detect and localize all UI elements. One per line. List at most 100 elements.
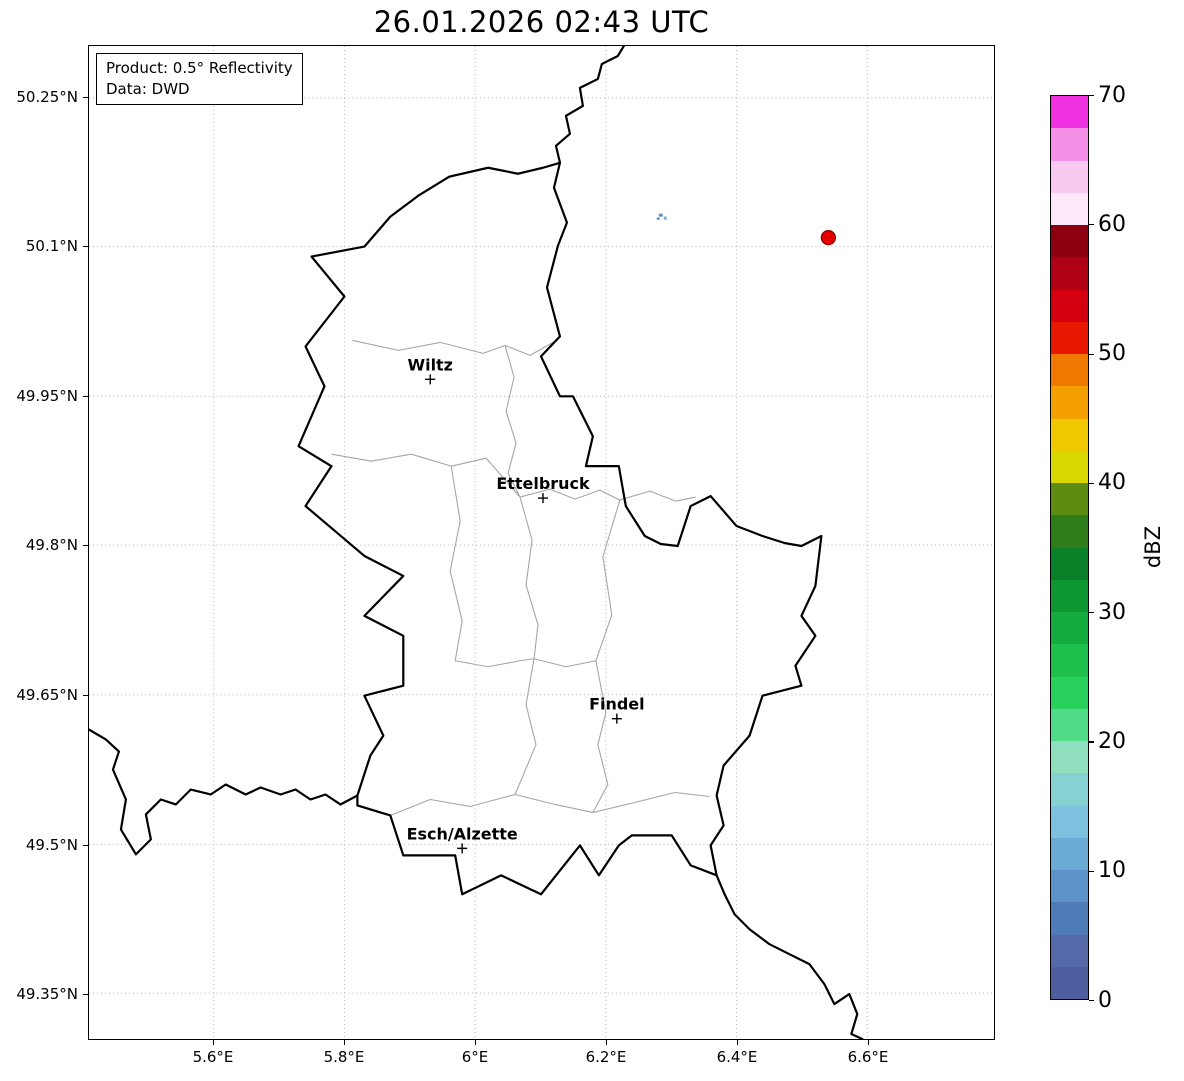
x-tick-mark (475, 1040, 477, 1045)
map-canvas: Wiltz Ettelbruck Findel Esch/Alzette (89, 46, 994, 1039)
y-tick-label: 49.95°N (16, 387, 78, 405)
colorbar-segment (1051, 902, 1088, 935)
colorbar-tick-mark (1089, 353, 1094, 355)
colorbar-segment (1051, 160, 1088, 193)
x-tick-label: 5.6°E (192, 1048, 234, 1066)
x-tick-mark (344, 1040, 346, 1045)
belgium-germany-border (554, 46, 625, 164)
canton-border (455, 658, 596, 668)
red-echo-marker (820, 229, 836, 246)
luxembourg-border (297, 161, 823, 896)
radar-echo-cell (656, 217, 660, 220)
x-tick-mark (213, 1040, 215, 1045)
map-plot-area: Wiltz Ettelbruck Findel Esch/Alzette Produc… (88, 45, 995, 1040)
colorbar-segment (1051, 870, 1088, 903)
x-tick-label: 5.8°E (323, 1048, 365, 1066)
x-tick-label: 6.2°E (585, 1048, 627, 1066)
y-tick-label: 50.1°N (25, 237, 78, 255)
colorbar-segment (1051, 934, 1088, 967)
colorbar-tick-label: 70 (1098, 82, 1126, 108)
colorbar-segment (1051, 741, 1088, 774)
city-marker (457, 843, 468, 854)
colorbar-tick-mark (1089, 482, 1094, 485)
colorbar-segment (1051, 966, 1088, 999)
colorbar-tick-label: 20 (1098, 728, 1126, 754)
canton-border (449, 466, 463, 661)
canton-border (331, 453, 521, 498)
colorbar-tick-label: 40 (1098, 470, 1126, 496)
colorbar-tick-mark (1089, 612, 1094, 614)
y-tick-label: 49.35°N (16, 985, 78, 1003)
radar-echo-layer (656, 213, 836, 246)
y-tick-mark (83, 545, 88, 547)
y-tick-label: 49.65°N (16, 686, 78, 704)
colorbar-segment (1051, 192, 1088, 225)
colorbar-tick-mark (1089, 1000, 1094, 1002)
colorbar-segment (1051, 386, 1088, 419)
y-tick-label: 49.8°N (25, 536, 78, 554)
product-info-box: Product: 0.5° Reflectivity Data: DWD (96, 53, 303, 105)
city-label: Wiltz (408, 355, 453, 374)
city-label: Ettelbruck (496, 474, 590, 493)
colorbar-tick-mark (1089, 741, 1094, 743)
canton-border (352, 339, 554, 356)
city-label: Esch/Alzette (407, 824, 518, 843)
colorbar-segment (1051, 483, 1088, 516)
y-tick-label: 49.5°N (25, 836, 78, 854)
colorbar-axis-label: dBZ (1141, 525, 1165, 569)
city-marker (611, 713, 622, 724)
canton-border (592, 499, 621, 813)
canton-border (519, 496, 539, 659)
colorbar-tick-mark (1089, 95, 1094, 97)
city-marker (425, 374, 436, 385)
colorbar-segment (1051, 96, 1088, 129)
colorbar-segment (1051, 257, 1088, 290)
canton-border (504, 345, 521, 498)
colorbar-tick-label: 10 (1098, 858, 1126, 884)
colorbar-tick-label: 0 (1098, 987, 1112, 1013)
colorbar-segment (1051, 547, 1088, 580)
colorbar-segment (1051, 773, 1088, 806)
x-tick-label: 6°E (461, 1048, 489, 1066)
y-tick-mark (83, 695, 88, 697)
border-layer (89, 46, 864, 1039)
colorbar-segment (1051, 676, 1088, 709)
colorbar-segment (1051, 289, 1088, 322)
colorbar-segment (1051, 225, 1088, 258)
colorbar (1050, 95, 1089, 1000)
france-germany-border (715, 874, 864, 1039)
colorbar-segment (1051, 450, 1088, 483)
colorbar-tick-label: 50 (1098, 341, 1126, 367)
colorbar-tick-label: 60 (1098, 211, 1126, 237)
city-layer: Wiltz Ettelbruck Findel Esch/Alzette (407, 355, 645, 854)
colorbar-segment (1051, 321, 1088, 354)
canton-border (514, 658, 537, 795)
grid-layer (89, 46, 994, 1039)
y-tick-mark (83, 994, 88, 996)
france-belgium-border (89, 728, 359, 856)
y-tick-mark (83, 396, 88, 398)
colorbar-segment (1051, 354, 1088, 387)
colorbar-segment (1051, 644, 1088, 677)
colorbar-tick-mark (1089, 224, 1094, 226)
colorbar-segment (1051, 515, 1088, 548)
y-tick-label: 50.25°N (16, 88, 78, 106)
colorbar-tick-mark (1089, 870, 1094, 872)
city-marker (538, 493, 548, 504)
colorbar-segment (1051, 612, 1088, 645)
colorbar-segment (1051, 418, 1088, 451)
x-tick-label: 6.4°E (716, 1048, 758, 1066)
x-tick-mark (737, 1040, 739, 1045)
product-info-line2: Data: DWD (106, 80, 190, 98)
colorbar-segment (1051, 708, 1088, 741)
x-tick-mark (868, 1040, 870, 1045)
figure-title: 26.01.2026 02:43 UTC (373, 5, 710, 39)
product-info-line1: Product: 0.5° Reflectivity (106, 59, 293, 77)
colorbar-segments (1051, 96, 1088, 999)
colorbar-segment (1051, 805, 1088, 838)
radar-echo-cell (658, 213, 663, 217)
canton-border (390, 791, 710, 816)
y-tick-mark (83, 97, 88, 99)
colorbar-segment (1051, 128, 1088, 161)
